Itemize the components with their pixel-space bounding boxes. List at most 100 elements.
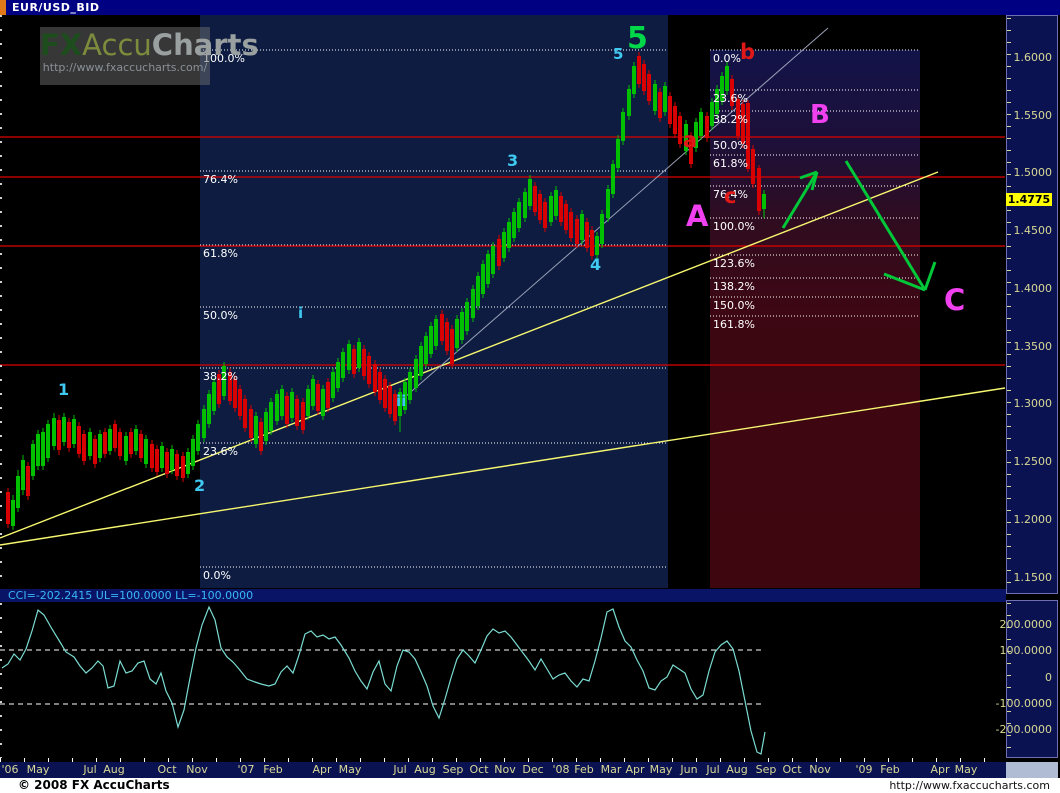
wave-label-4: 4 [590,255,602,274]
cci-axis-label: -100.0000 [995,697,1052,710]
time-axis-label: Sep [442,763,464,776]
fib-level-label: 50.0% [203,309,238,322]
time-axis-label: May [954,763,978,776]
wave-label-b: b [740,40,756,64]
wave-label-B: B [810,100,830,130]
time-axis-label: Aug [103,763,125,776]
wave-label-a: a [683,128,698,152]
time-axis-label: '06 [1,763,19,776]
axis-corner [1006,762,1058,778]
time-axis-label: Feb [574,763,594,776]
fib-level-label: 0.0% [203,569,231,582]
time-axis-label: May [649,763,673,776]
wave-label-1: 1 [58,380,70,399]
cci-axis-label: 0 [1045,671,1052,684]
time-axis-label: Feb [263,763,283,776]
title-tab[interactable] [0,0,6,15]
price-axis-label: 1.2500 [1013,455,1053,468]
status-url: http://www.fxaccucharts.com [889,779,1050,792]
time-axis-label: Jul [83,763,97,776]
time-axis-label: Oct [782,763,802,776]
wave-label-A: A [686,199,709,233]
logo-accu: Accu [82,28,152,62]
time-axis-label: Jul [393,763,407,776]
fib-level-label: 38.2% [713,113,748,126]
time-axis-label: '09 [855,763,873,776]
logo-url: http://www.fxaccucharts.com/ [42,61,208,74]
time-axis-label: Nov [494,763,516,776]
cci-axis[interactable]: 200.0000 100.0000 0 -100.0000 -200.0000 [996,600,1058,758]
fib-level-label: 123.6% [713,257,755,270]
fib-level-label: 23.6% [203,445,238,458]
wave-label-2: 2 [194,476,206,495]
fx-accucharts-watermark: FXAccuCharts http://www.fxaccucharts.com… [40,27,259,85]
wave-label-5: 5 [627,21,648,56]
time-axis-label: '08 [552,763,570,776]
time-axis-label: Dec [522,763,544,776]
logo-charts: Charts [151,28,259,62]
copyright-text: © 2008 FX AccuCharts [18,778,170,792]
price-axis-label: 1.1500 [1013,571,1053,584]
cci-axis-ticks [1007,603,1011,755]
fib-level-label: 76.4% [713,188,748,201]
time-axis-ticks [0,758,1006,762]
time-axis-label: Nov [186,763,208,776]
fib-level-label: 138.2% [713,280,755,293]
time-axis-label: Sep [755,763,777,776]
cci-axis-label: 200.0000 [999,618,1053,631]
fib-level-label: 161.8% [713,318,755,331]
time-axis-label: Aug [726,763,748,776]
time-axis-label: Aug [414,763,436,776]
fib-level-label: 100.0% [713,220,755,233]
price-axis[interactable]: 1.6000 1.5500 1.5000 1.4500 1.4000 1.3500 1.30… [1006,15,1058,594]
price-axis-label: 1.2000 [1013,513,1053,526]
wave-label-5: 5 [613,45,624,63]
wave-label-c: c [724,184,737,208]
price-axis-label: 1.4500 [1013,224,1053,237]
left-cci-ticks [0,603,2,758]
time-axis-label: '07 [237,763,255,776]
chart-label-layer: 100.0% 76.4% 61.8% 50.0% 38.2% 23.6% 0.0% 0.0% 2… [58,21,966,583]
time-axis-label: Apr [312,763,332,776]
time-axis-label: Nov [809,763,831,776]
wave-label-i: i [298,304,304,322]
price-axis-label: 1.4000 [1013,282,1053,295]
time-axis-label: Oct [157,763,177,776]
time-axis-label: Jun [680,763,698,776]
symbol-title: EUR/USD_BID [12,1,100,14]
time-axis-label: Apr [930,763,950,776]
time-axis-label: May [338,763,362,776]
time-axis-label: Mar [600,763,622,776]
time-axis-label: Apr [625,763,645,776]
time-axis-label: Jul [706,763,720,776]
fib-level-label: 150.0% [713,299,755,312]
current-price-badge: 1.4775 [1006,193,1052,206]
cci-axis-label: -200.0000 [995,723,1052,736]
fib-level-label: 100.0% [203,52,245,65]
status-bar: © 2008 FX AccuCharts http://www.fxaccuch… [0,778,1060,793]
price-axis-ticks [1007,18,1011,591]
fib-level-label: 38.2% [203,370,238,383]
time-axis-label: Oct [469,763,489,776]
wave-label-ii: ii [396,392,407,410]
price-axis-label: 1.3000 [1013,397,1053,410]
fib-level-label: 76.4% [203,173,238,186]
price-axis-label: 1.5500 [1013,109,1053,122]
fib-level-label: 61.8% [713,157,748,170]
cci-axis-label: 100.0000 [999,644,1053,657]
time-axis[interactable]: '06 May Jul Aug Oct Nov '07 Feb Apr May Jul Aug Sep O… [0,762,1006,778]
wave-label-3: 3 [507,151,519,170]
wave-label-C: C [944,283,966,317]
price-axis-label: 1.3500 [1013,340,1053,353]
time-axis-label: May [26,763,50,776]
fib-level-label: 61.8% [203,247,238,260]
time-axis-label: Feb [880,763,900,776]
title-bar: EUR/USD_BID [0,0,1060,15]
price-axis-label: 1.6000 [1013,51,1053,64]
fib-level-label: 50.0% [713,139,748,152]
cci-header: CCI=-202.2415 UL=100.0000 LL=-100.0000 [0,589,1006,602]
price-axis-label: 1.5000 [1013,166,1053,179]
fib-level-label: 23.6% [713,92,748,105]
fib-level-label: 0.0% [713,52,741,65]
